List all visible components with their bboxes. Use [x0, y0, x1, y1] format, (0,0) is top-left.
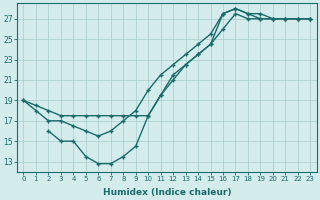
X-axis label: Humidex (Indice chaleur): Humidex (Indice chaleur)	[103, 188, 231, 197]
